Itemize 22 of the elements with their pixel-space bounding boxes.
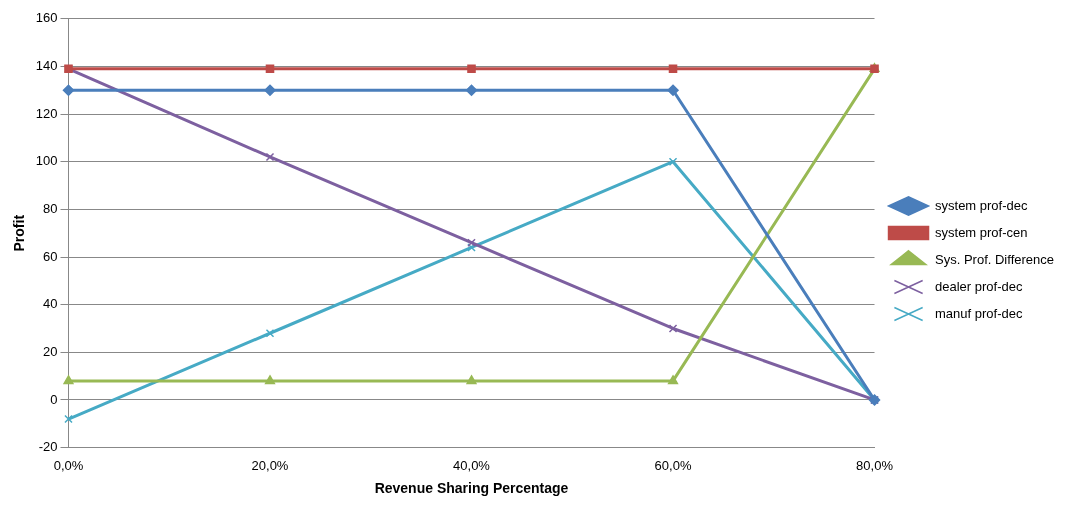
y-tick-label: 60 <box>43 248 58 264</box>
y-tick-label: 20 <box>43 343 58 359</box>
y-tick-label: 80 <box>43 200 58 216</box>
legend-label: manuf prof-dec <box>935 305 1023 321</box>
y-tick-label: 160 <box>35 10 58 26</box>
y-tick-label: 100 <box>35 153 58 169</box>
legend-label: dealer prof-dec <box>935 278 1023 294</box>
y-tick-label: 0 <box>50 391 58 407</box>
y-tick-label: -20 <box>38 439 58 455</box>
x-tick-label: 40,0% <box>453 457 491 473</box>
x-tick-label: 80,0% <box>856 457 894 473</box>
y-axis-title: Profit <box>11 214 28 252</box>
x-axis-title: Revenue Sharing Percentage <box>374 480 569 497</box>
legend-label: system prof-dec <box>935 197 1028 213</box>
y-tick-label: 40 <box>43 296 58 312</box>
x-tick-label: 0,0% <box>53 457 84 473</box>
x-tick-label: 20,0% <box>251 457 289 473</box>
legend-label: system prof-cen <box>935 224 1028 240</box>
x-tick-label: 60,0% <box>654 457 692 473</box>
y-tick-label: 140 <box>35 58 58 74</box>
y-tick-label: 120 <box>35 105 58 121</box>
legend-label: Sys. Prof. Difference <box>935 251 1055 267</box>
